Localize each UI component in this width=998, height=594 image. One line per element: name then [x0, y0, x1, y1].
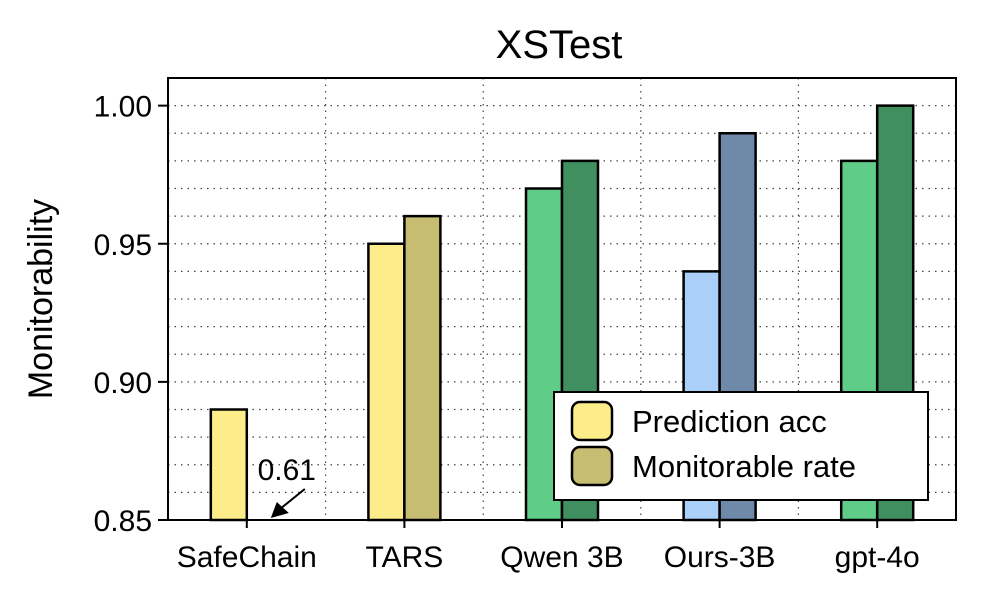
x-tick-label: gpt-4o — [835, 541, 920, 574]
x-axis-ticks: SafeChain TARS Qwen 3B Ours-3B gpt-4o — [177, 520, 920, 574]
x-tick-label: Ours-3B — [664, 541, 776, 574]
legend-box — [553, 391, 929, 501]
y-axis-label: Monitorability — [22, 199, 60, 399]
y-tick-label: 0.95 — [94, 229, 152, 262]
legend: Prediction acc Monitorable rate — [553, 391, 929, 501]
annotations: 0.61 — [258, 454, 316, 518]
legend-swatch — [570, 400, 614, 442]
annotation-arrow-shaft — [278, 488, 306, 511]
y-tick-label: 0.85 — [94, 505, 152, 538]
annotation-arrow-head — [270, 502, 289, 518]
y-tick-label: 0.90 — [94, 367, 152, 400]
legend-label: Monitorable rate — [632, 449, 856, 484]
y-tick-label: 1.00 — [94, 91, 152, 124]
bar-safechain-prediction-acc — [209, 408, 249, 522]
x-tick-label: Qwen 3B — [500, 541, 623, 574]
legend-swatch — [570, 445, 614, 487]
bar-tars-monitorable-rate — [403, 214, 442, 522]
chart-title: XSTest — [496, 23, 623, 67]
x-tick-label: TARS — [366, 541, 444, 574]
bar-tars-prediction-acc — [367, 242, 406, 522]
y-axis-ticks: 0.85 0.90 0.95 1.00 — [94, 91, 168, 538]
annotation-label: 0.61 — [258, 454, 316, 487]
legend-label: Prediction acc — [632, 404, 827, 439]
x-tick-label: SafeChain — [177, 541, 317, 574]
